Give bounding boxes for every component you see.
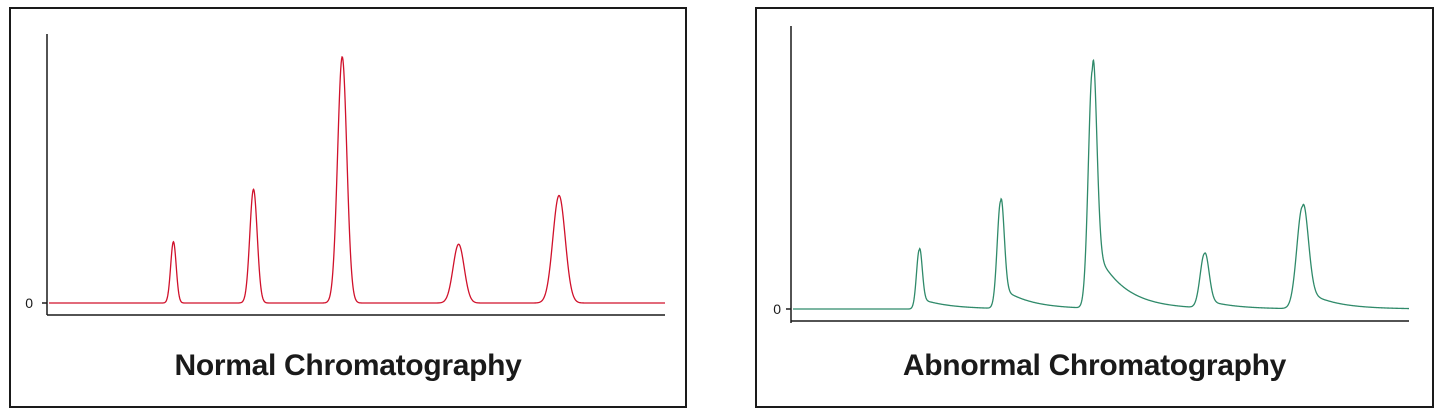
normal-chart-title: Normal Chromatography [174,349,522,382]
normal-zero-label: 0 [25,295,33,311]
abnormal-zero-label: 0 [773,301,781,317]
abnormal-chromatogram-trace [793,58,1410,310]
normal-chromatogram-trace [49,55,665,304]
abnormal-chart-panel: 0 Abnormal Chromatography [755,7,1434,408]
normal-chart-plot: 0 [25,34,665,316]
normal-chart-panel: 0 Normal Chromatography [9,7,687,408]
abnormal-chart-title: Abnormal Chromatography [902,349,1287,382]
abnormal-chart-plot: 0 [773,26,1410,323]
